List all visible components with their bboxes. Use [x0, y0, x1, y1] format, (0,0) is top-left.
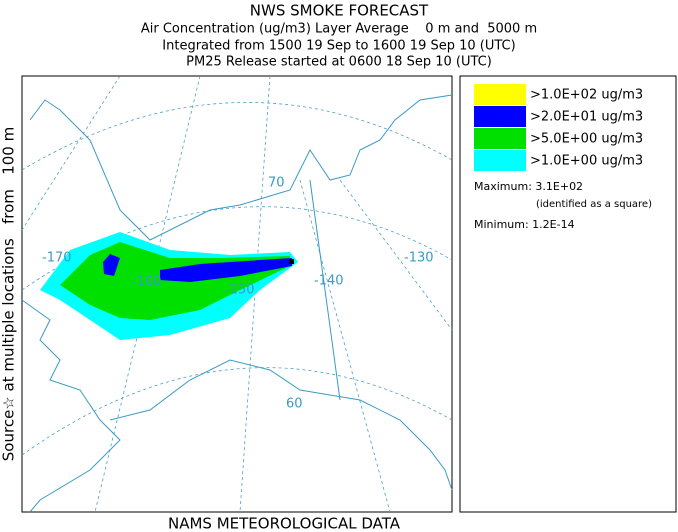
plume-high [103, 254, 292, 282]
subtitle: PM25 Release started at 0600 18 Sep 10 (… [186, 55, 492, 70]
grid-line [21, 367, 453, 456]
map-label: -170 [42, 251, 72, 266]
map-label: -130 [404, 251, 434, 266]
maximum: Maximum: 3.1E+02 [474, 180, 583, 193]
maximum-note: (identified as a square) [536, 199, 652, 210]
grid-line [21, 206, 453, 291]
legend-label: >2.0E+01 ug/m3 [530, 110, 643, 125]
map-label: -150 [225, 283, 255, 298]
legend-swatch [474, 84, 526, 105]
side-label: Source☆ at multiple locations from 100 m [0, 127, 18, 461]
subtitle: Integrated from 1500 19 Sep to 1600 19 S… [162, 39, 515, 54]
coastline [29, 94, 453, 241]
legend-label: >1.0E+02 ug/m3 [530, 88, 643, 103]
grid-line [21, 75, 121, 231]
footer: NAMS METEOROLOGICAL DATA [168, 515, 401, 532]
title: NWS SMOKE FORECAST [250, 2, 429, 20]
coastline [109, 359, 453, 491]
legend-swatch [474, 106, 526, 127]
minimum: Minimum: 1.2E-14 [474, 218, 575, 231]
map-label: -160 [132, 275, 162, 290]
legend-label: >5.0E+00 ug/m3 [530, 132, 643, 147]
border [309, 179, 341, 401]
legend-swatch [474, 150, 526, 171]
subtitle: Air Concentration (ug/m3) Layer Average … [141, 22, 537, 37]
legend-label: >1.0E+00 ug/m3 [530, 154, 643, 169]
map-label: 60 [286, 397, 303, 412]
grid-line [21, 102, 453, 171]
map [21, 75, 453, 513]
map-label: -140 [314, 274, 344, 289]
maximum-square [289, 259, 294, 264]
map-label: 70 [268, 176, 285, 191]
grid-line [339, 179, 453, 331]
coastline [21, 299, 121, 513]
legend-swatch [474, 128, 526, 149]
